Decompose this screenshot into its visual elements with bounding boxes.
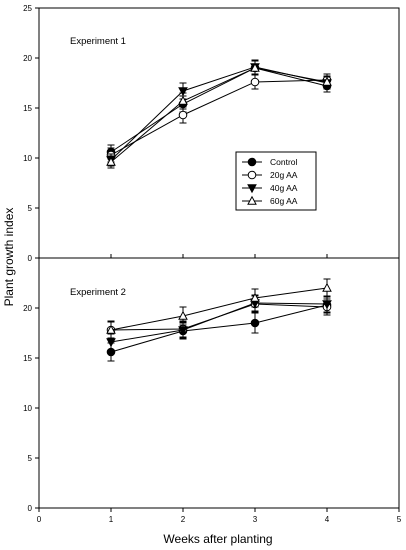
x-tick-label: 0 — [37, 515, 42, 524]
data-point — [106, 156, 116, 166]
y-tick-label: 0 — [28, 254, 33, 263]
panel-label: Experiment 1 — [70, 36, 126, 47]
series-40g-aa — [106, 294, 332, 351]
data-point — [178, 95, 188, 105]
series-line — [110, 79, 328, 156]
series-line — [110, 287, 328, 331]
y-tick-label: 15 — [23, 354, 32, 363]
panel-label: Experiment 2 — [70, 287, 126, 298]
data-point — [178, 326, 188, 336]
data-point — [106, 324, 116, 334]
data-point — [322, 300, 332, 310]
y-tick-label: 10 — [23, 154, 32, 163]
y-tick-label: 0 — [28, 504, 33, 513]
panel-2: 0 5 10 15 20 0 1 2 3 4 5 Experiment 2 — [23, 257, 402, 524]
y-tick-label: 5 — [28, 204, 33, 213]
series-line — [110, 67, 328, 163]
data-point — [178, 87, 188, 97]
x-tick-label: 2 — [181, 515, 186, 524]
y-tick-label: 10 — [23, 404, 32, 413]
legend: Control 20g AA 40g AA 60g AA — [235, 151, 317, 211]
x-tick-label: 3 — [253, 515, 258, 524]
legend-marker — [247, 170, 257, 180]
legend-marker — [247, 184, 257, 194]
data-point — [250, 292, 260, 302]
y-tick-label: 15 — [23, 104, 32, 113]
series-20g-aa — [106, 73, 332, 163]
y-tick-label: 20 — [23, 54, 32, 63]
legend-label: 40g AA — [270, 183, 298, 193]
series-control — [106, 60, 332, 160]
legend-label: 20g AA — [270, 170, 298, 180]
y-tick-label: 25 — [23, 4, 32, 13]
series-60g-aa — [106, 60, 332, 169]
series-line — [110, 302, 328, 343]
x-axis-label: Weeks after planting — [163, 532, 272, 546]
legend-label: 60g AA — [270, 196, 298, 206]
data-point — [250, 62, 260, 72]
legend-marker — [247, 157, 257, 167]
x-tick-label: 4 — [325, 515, 330, 524]
data-point — [250, 318, 260, 328]
y-tick-label: 20 — [23, 304, 32, 313]
data-point — [322, 282, 332, 292]
x-tick-label: 1 — [109, 515, 114, 524]
data-point — [178, 110, 188, 120]
series-60g-aa — [106, 278, 332, 340]
series-line — [110, 67, 328, 153]
plot-frame — [38, 257, 400, 509]
legend-marker — [247, 195, 257, 205]
panel-1: 0 5 10 15 20 25 Experiment 1 Control 20g AA 40g A… — [23, 4, 400, 263]
x-tick-label: 5 — [397, 515, 402, 524]
series-line — [110, 304, 328, 353]
legend-label: Control — [270, 157, 298, 167]
data-point — [178, 310, 188, 320]
data-point — [250, 77, 260, 87]
data-point — [322, 76, 332, 86]
y-axis-label: Plant growth index — [2, 208, 16, 307]
y-tick-label: 5 — [28, 454, 33, 463]
